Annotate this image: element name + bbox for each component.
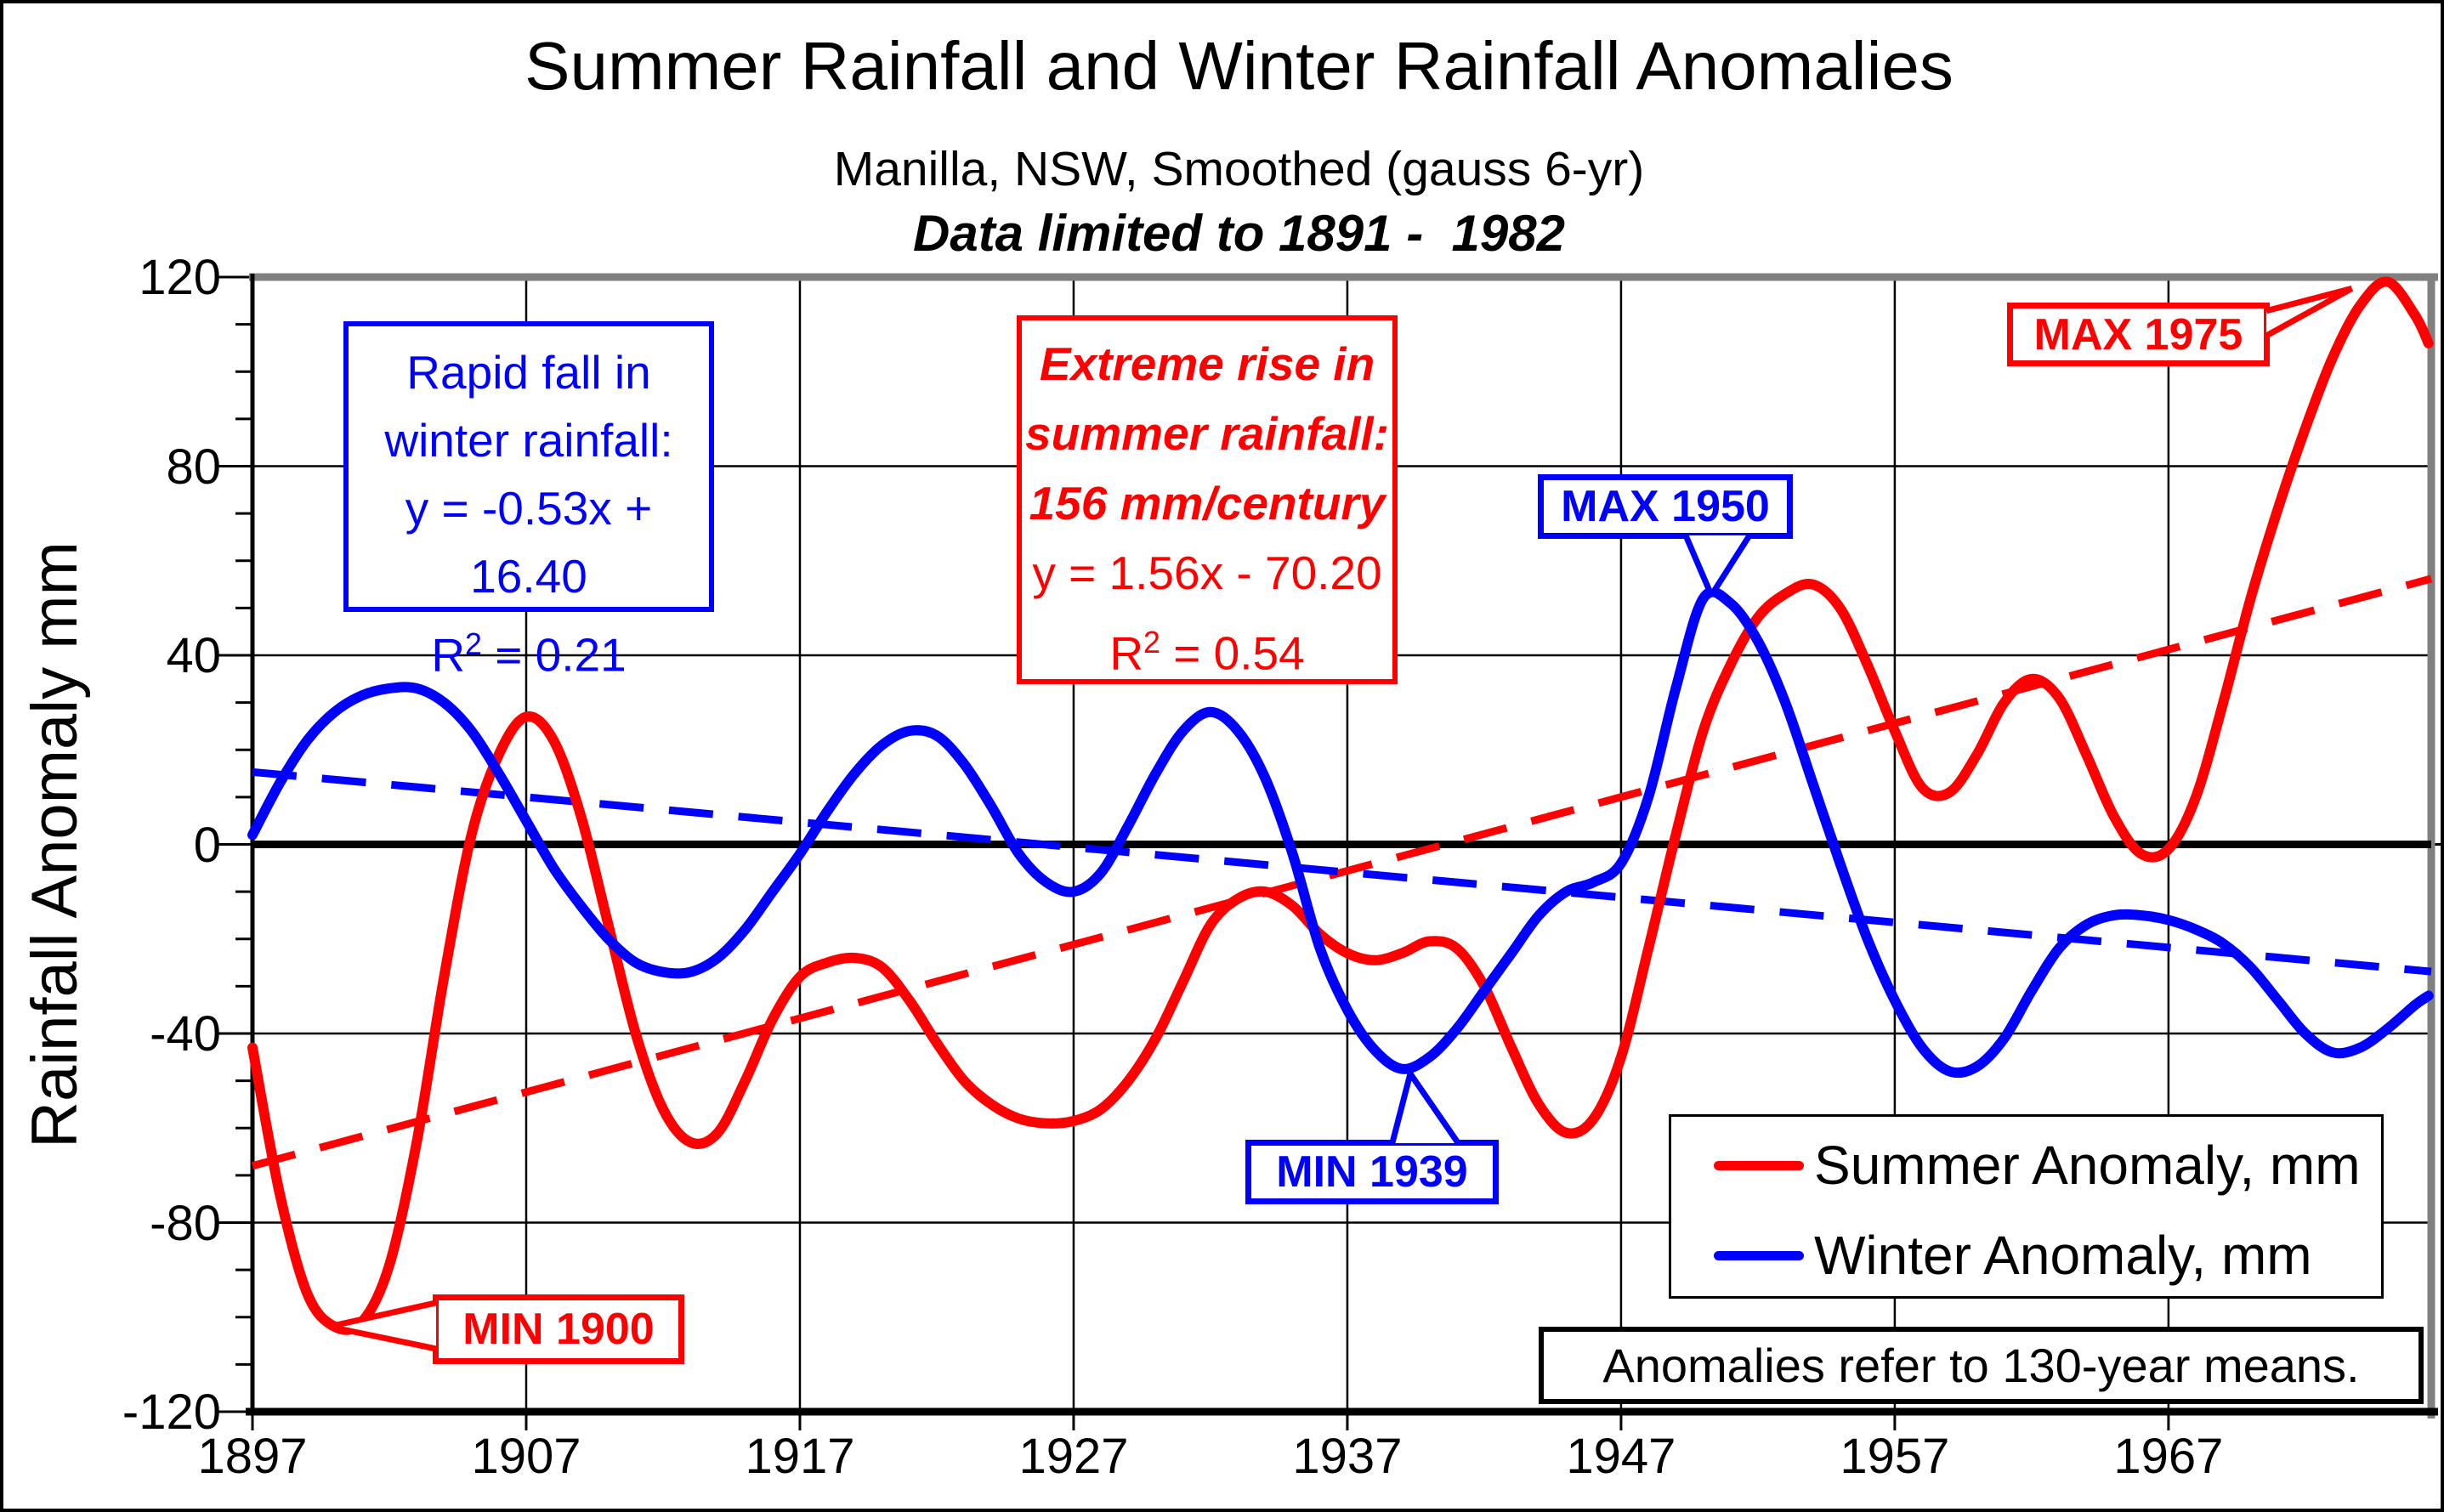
y-tick-label: -80 (150, 1195, 221, 1251)
callout-max-1950: MAX 1950 (1538, 474, 1793, 539)
x-tick-label: 1947 (1566, 1429, 1676, 1484)
callout-max-1975: MAX 1975 (2007, 303, 2270, 366)
y-tick-label: -120 (122, 1385, 221, 1440)
annotation-line: Rapid fall in (406, 346, 651, 399)
annotation-line: winter rainfall: (384, 414, 673, 467)
annotation-line: Extreme rise in (1039, 337, 1375, 390)
footnote-box: Anomalies refer to 130-year means. (1539, 1327, 2424, 1404)
x-tick-label: 1907 (471, 1429, 581, 1484)
y-tick-label: 80 (166, 439, 221, 495)
y-tick-label: 0 (193, 817, 221, 873)
annotation-line: y = -0.53x + 16.40 (405, 482, 653, 603)
legend-label: Summer Anomaly, mm (1814, 1135, 2361, 1196)
callout-min-1900: MIN 1900 (433, 1294, 684, 1364)
annotation-line: 156 mm/century (1029, 477, 1386, 529)
chart-title: Summer Rainfall and Winter Rainfall Anom… (525, 28, 1953, 104)
y-tick-label: 40 (166, 628, 221, 683)
annotation-line: y = 1.56x - 70.20 (1032, 546, 1382, 599)
y-tick-labels: 120 80 40 0 -40 -80 -120 (3, 3, 2441, 1509)
annotation-line: R2 = 0.21 (431, 627, 627, 682)
x-tick-label: 1927 (1018, 1429, 1129, 1484)
winter-legend-line (1714, 1250, 1804, 1260)
chart-subtitle: Manilla, NSW, Smoothed (gauss 6-yr) (833, 142, 1645, 196)
annotation-line: summer rainfall: (1025, 407, 1389, 460)
data-limit-note: Data limited to 1891 - 1982 (913, 205, 1565, 262)
legend-item: Summer Anomaly, mm (1671, 1120, 2381, 1210)
x-tick-label: 1917 (745, 1429, 855, 1484)
winter-trend-box: Rapid fall in winter rainfall: y = -0.53x … (343, 321, 714, 681)
y-tick-label: -40 (150, 1006, 221, 1062)
annotation-line: R2 = 0.54 (1109, 626, 1305, 680)
x-tick-labels: 1897 1907 1917 1927 1937 1947 1957 1967 (3, 3, 2441, 1509)
legend-label: Winter Anomaly, mm (1814, 1225, 2312, 1286)
x-tick-label: 1897 (197, 1429, 308, 1484)
x-tick-label: 1967 (2113, 1429, 2224, 1484)
summer-trend-box: Extreme rise in summer rainfall: 156 mm/ce… (1017, 315, 1398, 684)
x-tick-label: 1957 (1840, 1429, 1950, 1484)
callout-min-1939: MIN 1939 (1245, 1140, 1499, 1204)
legend-item: Winter Anomaly, mm (1671, 1210, 2381, 1300)
summer-legend-line (1714, 1160, 1804, 1170)
x-tick-label: 1937 (1292, 1429, 1403, 1484)
y-tick-label: 120 (139, 250, 221, 305)
legend: Summer Anomaly, mm Winter Anomaly, mm (1669, 1114, 2384, 1299)
